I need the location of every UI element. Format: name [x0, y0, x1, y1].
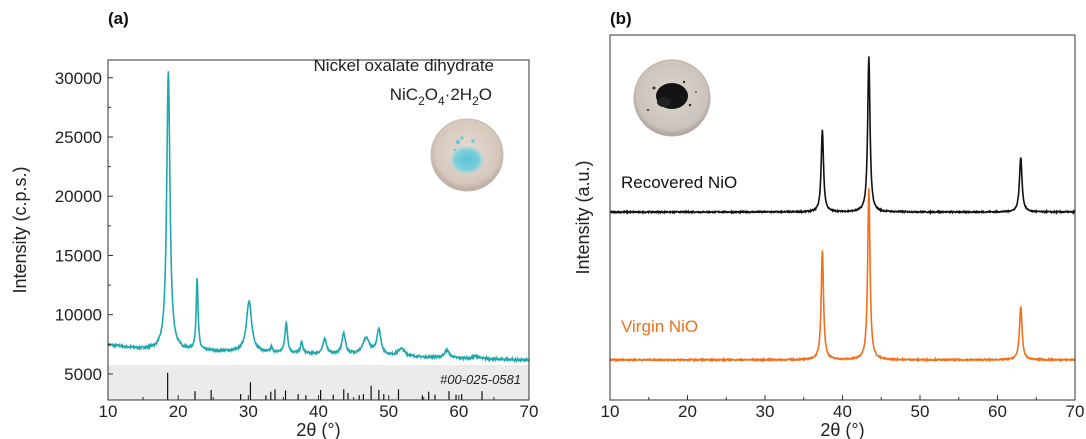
y-tick-label: 5000: [64, 365, 102, 384]
virgin-nio-label: Virgin NiO: [621, 317, 698, 336]
panel-a-label: (a): [108, 9, 129, 28]
panel-b: (b) 10 20 30 40 50 60 70 2θ (°) Intensity (a.u…: [573, 9, 1084, 439]
y-tick-label: 25000: [55, 128, 102, 147]
panel-a-x-axis-title: 2θ (°): [296, 420, 340, 439]
oxalate-sample-photo: [430, 118, 504, 192]
y-tick-label: 15000: [55, 246, 102, 265]
sample-formula: NiC2O4·2H2O: [390, 85, 492, 108]
x-tick-label: 60: [449, 402, 468, 421]
x-tick-label: 70: [1066, 402, 1085, 421]
x-tick-label: 20: [169, 402, 188, 421]
recovered-nio-line: [609, 56, 1076, 216]
x-tick-label: 20: [678, 402, 697, 421]
oxalate-pattern-line: [107, 71, 530, 364]
panel-b-x-axis: 10 20 30 40 50 60 70: [601, 395, 1085, 421]
x-tick-label: 30: [239, 402, 258, 421]
panel-b-y-axis-title: Intensity (a.u.): [573, 160, 593, 274]
y-tick-label: 30000: [55, 69, 102, 88]
x-tick-label: 50: [911, 402, 930, 421]
x-tick-label: 40: [833, 402, 852, 421]
y-tick-label: 20000: [55, 187, 102, 206]
x-tick-label: 70: [520, 402, 539, 421]
recovered-nio-label: Recovered NiO: [621, 173, 737, 192]
reference-sticks: [167, 372, 483, 400]
reference-card-label: #00-025-0581: [440, 372, 521, 387]
reference-band: [108, 365, 529, 400]
x-tick-label: 10: [601, 402, 620, 421]
sample-name: Nickel oxalate dihydrate: [314, 56, 494, 75]
panel-a: (a) #00-025-0581 10 20 30 40 50 60 70 5000 1000…: [10, 9, 538, 439]
panel-b-x-axis-title: 2θ (°): [820, 420, 864, 439]
panel-b-label: (b): [610, 9, 632, 28]
panel-a-x-axis: 10 20 30 40 50 60 70: [99, 395, 539, 421]
x-tick-label: 60: [988, 402, 1007, 421]
panel-a-y-axis-title: Intensity (c.p.s.): [10, 166, 30, 293]
virgin-nio-line: [609, 188, 1076, 363]
x-tick-label: 10: [99, 402, 118, 421]
x-tick-label: 50: [379, 402, 398, 421]
x-tick-label: 30: [756, 402, 775, 421]
panel-a-y-axis: 5000 10000 15000 20000 25000 30000: [55, 69, 113, 384]
y-tick-label: 10000: [55, 306, 102, 325]
nio-sample-photo: [633, 59, 711, 137]
x-tick-label: 40: [309, 402, 328, 421]
